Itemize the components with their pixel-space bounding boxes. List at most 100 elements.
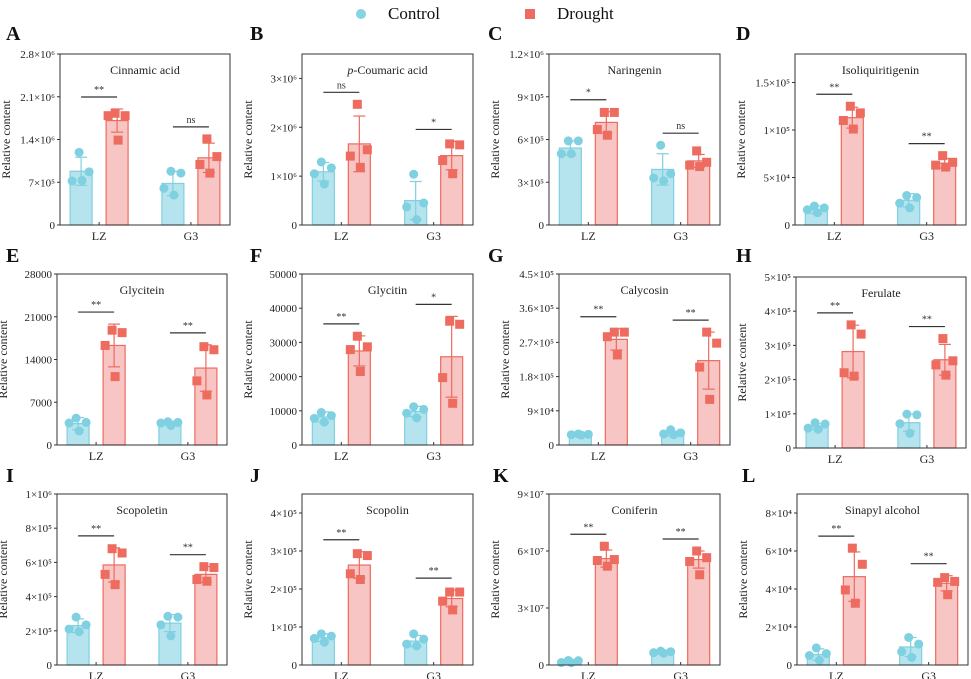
data-point-control: [904, 632, 914, 642]
data-point-drought: [199, 562, 209, 572]
y-tick-label: 14000: [25, 355, 53, 367]
data-point-drought: [839, 368, 849, 378]
data-point-drought: [702, 553, 712, 563]
significance-label: **: [91, 300, 101, 311]
data-point-drought: [209, 345, 219, 355]
data-point-drought: [352, 331, 362, 341]
y-tick-label: 0: [292, 660, 298, 672]
y-tick-label: 9×10⁵: [517, 92, 544, 104]
data-point-drought: [619, 327, 629, 337]
data-point-drought: [695, 162, 705, 172]
y-tick-label: 1×10⁵: [764, 409, 791, 421]
data-point-drought: [941, 370, 951, 380]
data-point-drought: [855, 108, 865, 118]
data-point-drought: [712, 338, 722, 348]
data-point-drought: [362, 342, 372, 352]
data-point-drought: [849, 371, 859, 381]
data-point-drought: [345, 151, 355, 161]
data-point-drought: [931, 160, 941, 170]
significance-label: **: [183, 543, 193, 554]
panel-letter: J: [250, 465, 260, 487]
data-point-control: [316, 157, 326, 167]
data-point-control: [573, 136, 583, 146]
panel-letter: H: [736, 245, 752, 267]
x-tick-label: G3: [184, 229, 199, 243]
data-point-control: [819, 203, 829, 213]
bar-control-lz: [558, 147, 582, 226]
x-tick-label: LZ: [581, 229, 596, 243]
panel-g: G ** ** 0 9×10⁴ 1.8×10⁵ 2.7×10⁵ 3.6×10⁵ 4.5×10⁵ L…: [488, 245, 731, 463]
plot-frame: [301, 493, 474, 666]
panel-title: Naringenin: [608, 63, 662, 77]
data-point-control: [804, 651, 814, 660]
x-tick-label: LZ: [828, 452, 843, 466]
y-tick-label: 28000: [25, 269, 53, 281]
data-point-control: [409, 169, 419, 179]
significance-label: **: [922, 315, 932, 326]
significance-label: **: [830, 301, 840, 312]
data-point-control: [74, 627, 84, 637]
data-point-control: [163, 611, 173, 621]
significance-label: **: [686, 308, 696, 319]
panel-title: Ferulate: [861, 286, 900, 300]
data-point-control: [316, 629, 326, 639]
data-point-drought: [592, 556, 602, 565]
significance-label: *: [431, 117, 436, 128]
plot-frame: [548, 493, 721, 666]
data-point-drought: [609, 107, 619, 117]
data-point-control: [821, 649, 831, 659]
x-tick-label: LZ: [827, 229, 842, 243]
data-point-drought: [345, 345, 355, 355]
panel-k: K ** ** 0 3×10⁷ 6×10⁷ 9×10⁷ LZ G3 Coniferin Relati…: [488, 465, 721, 679]
panel-d: D ** ** 0 5×10⁴ 1×10⁵ 1.5×10⁵ LZ G3 Isoliquiritig…: [734, 23, 967, 243]
data-point-control: [77, 175, 87, 185]
legend-label-control: Control: [388, 4, 440, 23]
data-point-control: [914, 639, 924, 649]
data-point-drought: [202, 390, 212, 400]
y-tick-label: 1×10⁶: [270, 171, 297, 183]
data-point-drought: [941, 162, 951, 172]
control-marker-icon: [356, 9, 366, 19]
y-axis-label: Relative content: [241, 540, 255, 619]
data-point-drought: [448, 605, 458, 615]
y-tick-label: 4×10⁵: [25, 592, 52, 604]
y-tick-label: 7×10⁵: [28, 177, 55, 189]
y-tick-label: 0: [539, 660, 545, 672]
data-point-control: [156, 418, 166, 428]
panel-title: Scopoletin: [116, 503, 167, 517]
x-tick-label: LZ: [89, 669, 104, 679]
significance-label: ns: [186, 115, 195, 126]
data-point-control: [902, 409, 912, 419]
data-point-drought: [195, 160, 205, 170]
y-tick-label: 0: [47, 440, 53, 452]
data-point-drought: [455, 140, 465, 150]
y-axis-label: Relative content: [0, 320, 10, 399]
data-point-drought: [602, 561, 612, 571]
data-point-control: [656, 140, 666, 150]
y-tick-label: 0: [786, 443, 792, 455]
panel-title: Glycitein: [120, 283, 165, 297]
y-tick-label: 6×10⁵: [517, 135, 544, 147]
data-point-control: [402, 408, 412, 418]
data-point-drought: [846, 320, 856, 330]
drought-marker-icon: [525, 9, 535, 19]
panel-title: Cinnamic acid: [110, 63, 180, 77]
panel-l: L ** ** 0 2×10⁴ 4×10⁴ 6×10⁴ 8×10⁴ LZ G3 Sinapyl al…: [736, 465, 969, 679]
significance-label: *: [431, 292, 436, 303]
data-point-drought: [117, 328, 127, 338]
data-point-drought: [948, 356, 958, 366]
data-point-control: [419, 198, 429, 208]
data-point-control: [412, 215, 422, 225]
data-point-drought: [448, 398, 458, 408]
data-point-control: [813, 424, 823, 434]
data-point-drought: [352, 549, 362, 559]
data-point-control: [166, 166, 176, 176]
panel-title-rest: Coumaric acid: [357, 63, 427, 77]
panel-c: C * ns 0 3×10⁵ 6×10⁵ 9×10⁵ 1.2×10⁶ LZ G3 Naringeni…: [488, 23, 721, 243]
data-point-drought: [448, 169, 458, 179]
plot-frame: [795, 276, 967, 449]
significance-label: **: [583, 522, 593, 533]
x-tick-label: G3: [921, 669, 936, 679]
data-point-drought: [702, 157, 712, 167]
significance-label: **: [183, 321, 193, 332]
